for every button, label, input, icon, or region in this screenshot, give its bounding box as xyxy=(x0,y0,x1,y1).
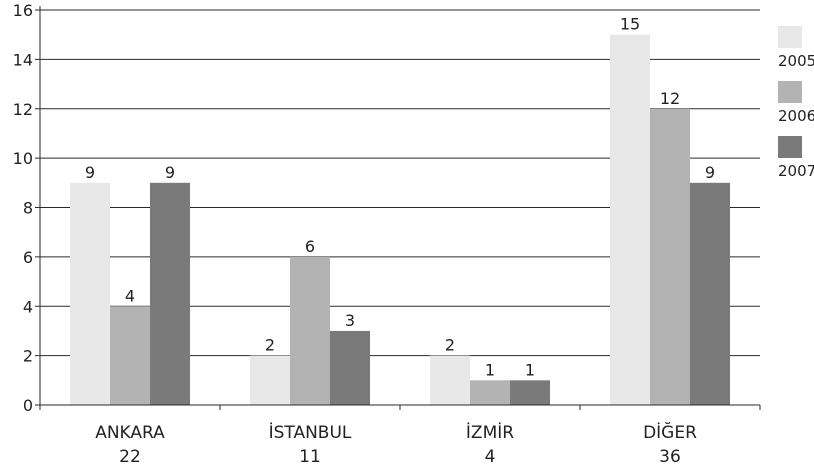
legend-swatch xyxy=(778,136,802,158)
bars xyxy=(70,34,730,405)
legend: 2005 2006 2007 xyxy=(778,26,814,180)
bar xyxy=(470,380,510,405)
bar-value-label: 4 xyxy=(125,286,135,305)
bar-value-labels: 9 4 9 2 6 3 2 1 1 15 12 9 xyxy=(85,15,715,380)
legend-label: 2007 xyxy=(778,162,814,180)
x-tick-labels: ANKARA 22 İSTANBUL 11 İZMİR 4 DİĞER 36 xyxy=(95,421,697,467)
bar-value-label: 6 xyxy=(305,237,315,256)
category-label: ANKARA xyxy=(95,423,165,443)
category-label: DİĞER xyxy=(643,421,697,443)
y-tick-label: 14 xyxy=(13,50,33,69)
y-tick-label: 16 xyxy=(13,1,33,20)
bar xyxy=(650,108,690,405)
y-tick-label: 0 xyxy=(23,396,33,415)
category-total-label: 11 xyxy=(299,447,321,467)
legend-swatch xyxy=(778,26,802,48)
category-label: İSTANBUL xyxy=(269,422,352,443)
legend-label: 2006 xyxy=(778,107,814,125)
bar xyxy=(430,355,470,405)
axes xyxy=(35,6,761,410)
bar xyxy=(250,355,290,405)
category-label: İZMİR xyxy=(466,422,514,443)
bar-value-label: 3 xyxy=(345,311,355,330)
bar-value-label: 2 xyxy=(265,336,275,355)
legend-label: 2005 xyxy=(778,52,814,70)
y-tick-label: 10 xyxy=(13,149,33,168)
bar-value-label: 15 xyxy=(620,15,640,34)
bar-value-label: 12 xyxy=(660,89,680,108)
category-total-label: 4 xyxy=(485,447,496,467)
bar xyxy=(70,182,110,405)
bar xyxy=(510,380,550,405)
bar-value-label: 9 xyxy=(165,163,175,182)
bar xyxy=(610,34,650,405)
category-total-label: 22 xyxy=(119,447,141,467)
category-total-label: 36 xyxy=(659,447,681,467)
y-tick-label: 6 xyxy=(23,248,33,267)
bar-value-label: 1 xyxy=(525,360,535,379)
y-tick-label: 8 xyxy=(23,199,33,218)
bar-value-label: 9 xyxy=(85,163,95,182)
bar-value-label: 9 xyxy=(705,163,715,182)
legend-swatch xyxy=(778,81,802,103)
y-tick-label: 2 xyxy=(23,347,33,366)
bar xyxy=(690,182,730,405)
y-tick-label: 4 xyxy=(23,297,33,316)
bar xyxy=(150,182,190,405)
bar xyxy=(330,330,370,405)
bar-value-label: 1 xyxy=(485,360,495,379)
y-tick-label: 12 xyxy=(13,100,33,119)
y-tick-labels: 0 2 4 6 8 10 12 14 16 xyxy=(13,1,33,415)
bar xyxy=(290,256,330,405)
bar xyxy=(110,306,150,405)
bar-value-label: 2 xyxy=(445,336,455,355)
